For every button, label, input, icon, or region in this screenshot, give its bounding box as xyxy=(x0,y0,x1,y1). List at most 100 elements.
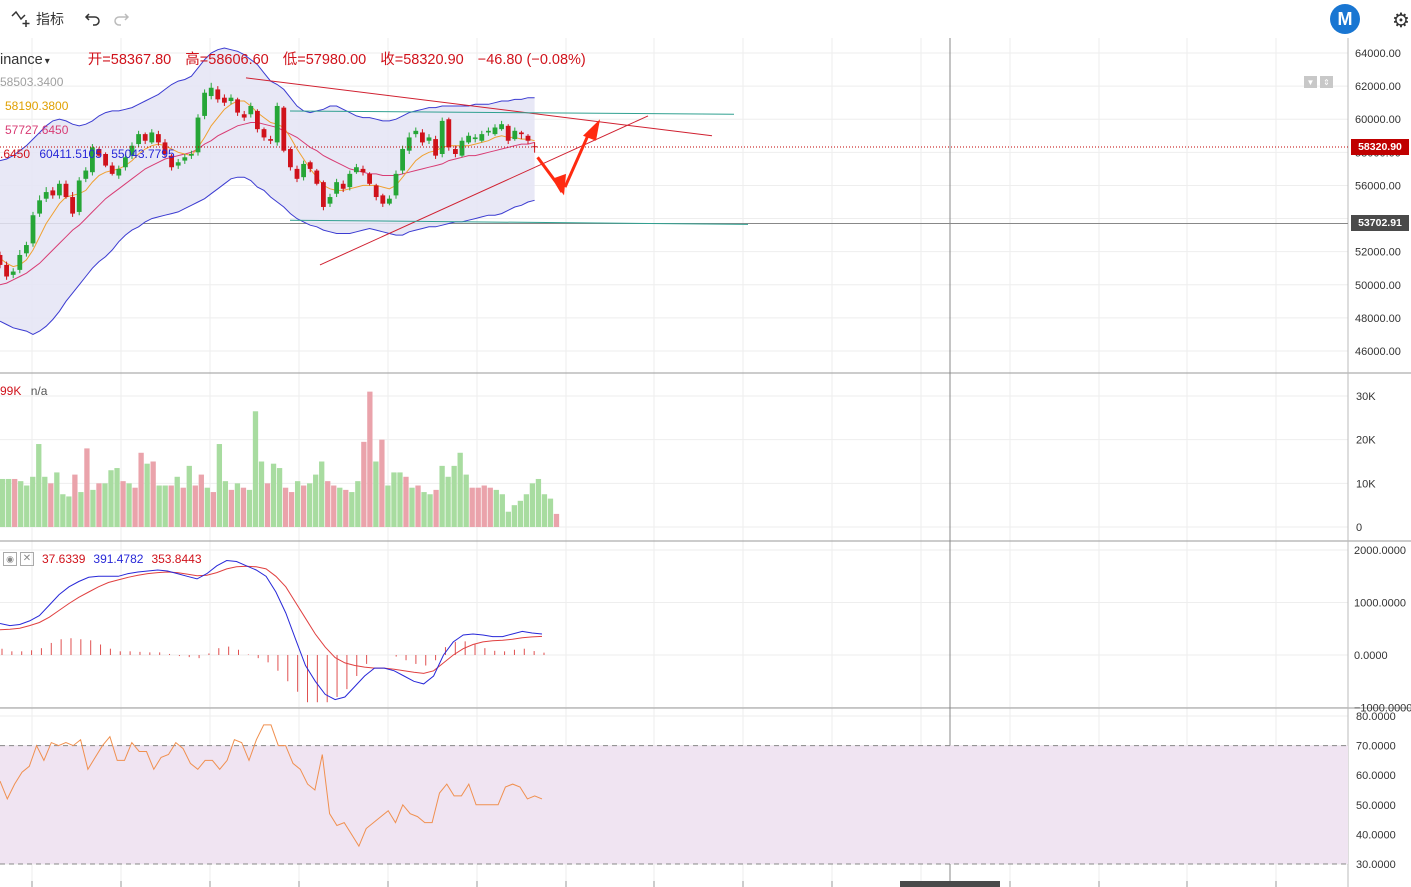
candle xyxy=(453,145,458,158)
candle-body xyxy=(123,157,128,168)
ohlc-close: 收=58320.90 xyxy=(380,52,464,68)
volume-bar xyxy=(487,487,493,527)
m-logo-icon: M xyxy=(1330,4,1360,34)
candle xyxy=(261,127,267,141)
candle-body xyxy=(103,153,108,166)
volume-bar xyxy=(319,461,325,527)
candle xyxy=(83,167,89,183)
undo-button[interactable] xyxy=(84,9,102,27)
volume-bar xyxy=(210,492,216,527)
macd-axis-label: 1000.0000 xyxy=(1354,598,1406,610)
volume-bar xyxy=(18,481,24,527)
candle-body xyxy=(169,155,174,168)
volume-bar xyxy=(282,487,289,527)
candle xyxy=(116,165,122,179)
volume-bar xyxy=(433,489,439,527)
candle xyxy=(248,102,254,118)
candle xyxy=(96,147,102,158)
volume-bar xyxy=(529,483,536,527)
candle xyxy=(294,165,300,183)
candle-body xyxy=(380,195,386,204)
candle xyxy=(486,127,491,136)
chevron-down-icon: ▾ xyxy=(44,56,50,67)
candle xyxy=(413,127,419,138)
eye-icon[interactable]: ◉ xyxy=(3,552,17,566)
candle-body xyxy=(142,134,148,141)
volume-bar xyxy=(150,461,156,527)
boll-legend: .6450 60411.5105 55043.7795 xyxy=(0,147,175,161)
gear-icon[interactable]: ⚙ xyxy=(1392,10,1410,32)
ma-legend-3: 57727.6450 xyxy=(5,123,69,137)
price-axis-label: 62000.00 xyxy=(1355,81,1401,93)
candle xyxy=(17,250,23,274)
rsi-axis-label: 60.0000 xyxy=(1356,770,1396,782)
rsi-line xyxy=(0,724,543,848)
candle-body xyxy=(505,125,511,141)
indicator-button[interactable]: 指标 xyxy=(10,9,64,29)
candle-body xyxy=(321,182,326,207)
candle xyxy=(182,153,188,164)
candle xyxy=(0,251,3,269)
candle-body xyxy=(241,114,247,118)
candle-body xyxy=(479,134,485,141)
volume-bar xyxy=(385,485,391,527)
candle-body xyxy=(109,165,115,174)
rsi-axis-label: 40.0000 xyxy=(1356,829,1396,841)
symbol-selector[interactable]: inance ▾ xyxy=(0,52,60,68)
candle-body xyxy=(446,119,452,148)
volume-bar xyxy=(349,492,355,527)
candle xyxy=(420,129,425,146)
candle-body xyxy=(10,271,16,275)
collapse-up-icon[interactable]: ⇕ xyxy=(1320,76,1333,88)
price-axis-label: 52000.00 xyxy=(1355,247,1401,259)
candle-body xyxy=(334,182,339,194)
candle xyxy=(446,117,452,151)
candle-body xyxy=(499,124,504,130)
volume-bar xyxy=(96,483,102,527)
volume-bar xyxy=(379,439,385,527)
volume-bar xyxy=(48,483,54,527)
volume-bar xyxy=(373,461,379,527)
candle xyxy=(235,97,240,116)
candle-body xyxy=(83,170,89,179)
macd-legend: ◉ ✕ 37.6339 391.4782 353.8443 xyxy=(3,552,202,566)
candle-body xyxy=(195,117,201,153)
volume-bar xyxy=(553,513,560,527)
candle-body xyxy=(248,105,254,115)
candle-body xyxy=(129,145,135,156)
rsi-axis-label: 50.0000 xyxy=(1356,800,1396,812)
candle-body xyxy=(235,99,240,113)
bollinger-band-fill xyxy=(0,48,535,335)
candle xyxy=(347,170,353,191)
candle-body xyxy=(453,149,458,154)
candle xyxy=(156,130,161,146)
collapse-down-icon[interactable]: ▼ xyxy=(1304,76,1317,88)
candle-body xyxy=(149,132,155,143)
macd-dif-line xyxy=(0,559,543,701)
candle-body xyxy=(63,183,69,198)
candle-body xyxy=(215,89,221,100)
candle xyxy=(360,165,366,176)
ma-legend-2: 58190.3800 xyxy=(5,99,69,113)
candle-body xyxy=(413,130,419,135)
volume-bar xyxy=(421,492,427,527)
volume-bar xyxy=(397,472,403,527)
rsi-axis-label: 30.0000 xyxy=(1356,859,1396,871)
volume-bar xyxy=(6,478,12,527)
volume-bar xyxy=(367,391,373,527)
redo-button[interactable] xyxy=(112,9,130,27)
ohlc-low: 低=57980.00 xyxy=(282,52,367,68)
candle xyxy=(340,180,346,193)
volume-bar xyxy=(192,485,198,527)
candle xyxy=(492,124,498,136)
candle-body xyxy=(459,140,465,156)
volume-bar xyxy=(216,444,223,527)
volume-bar xyxy=(325,481,331,527)
volume-bar xyxy=(288,492,295,527)
close-icon[interactable]: ✕ xyxy=(20,552,34,566)
candle xyxy=(479,130,485,143)
chart-area[interactable]: 46000.0048000.0050000.0052000.0054000.00… xyxy=(0,38,1411,887)
candle xyxy=(43,187,49,202)
candle xyxy=(426,134,432,145)
candle-body xyxy=(222,97,227,103)
